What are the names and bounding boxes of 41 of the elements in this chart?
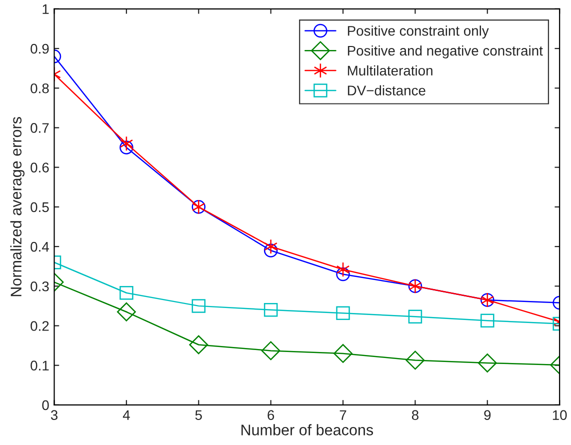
point: [116, 302, 136, 322]
y-axis-title: Normalized average errors: [10, 117, 25, 296]
y-tick-label: 0: [42, 400, 49, 410]
x-tick-label: 7: [340, 410, 346, 420]
point: [336, 267, 350, 282]
y-tick-label: 0.3: [30, 281, 49, 292]
point: [264, 238, 278, 254]
x-tick-label: 3: [50, 410, 58, 420]
x-tick-label: 6: [268, 410, 274, 420]
legend-label: Positive constraint only: [348, 26, 489, 39]
point: [261, 341, 280, 360]
point: [189, 335, 208, 354]
y-tick-label: 0.4: [30, 242, 49, 252]
point: [408, 310, 422, 324]
y-tick-label: 0.2: [30, 321, 49, 331]
point: [264, 244, 278, 258]
legend-label: Positive and negative constraint: [348, 45, 543, 58]
y-tick-label: 0.8: [30, 83, 49, 94]
legend-label: Multilateration: [348, 65, 432, 76]
point: [192, 299, 206, 313]
y-tick-label: 0.5: [30, 202, 49, 212]
y-tick-label: 0.6: [30, 162, 49, 172]
legend-label: DV−distance: [348, 85, 426, 96]
x-tick-label: 5: [195, 410, 202, 420]
y-tick-label: 0.9: [30, 44, 49, 54]
point: [120, 140, 134, 154]
point: [334, 344, 352, 363]
point: [264, 303, 278, 317]
x-axis-title: Number of beacons: [242, 424, 374, 436]
point: [480, 314, 494, 328]
point: [120, 286, 134, 300]
x-tick-label: 8: [412, 410, 418, 420]
x-tick-label: 9: [484, 410, 491, 420]
point: [336, 306, 350, 320]
y-tick-label: 0.7: [30, 123, 49, 133]
x-tick-label: 4: [122, 410, 130, 420]
x-tick-label: 10: [552, 410, 567, 420]
point: [478, 354, 497, 372]
y-tick-label: 0.1: [30, 360, 49, 371]
point: [406, 350, 425, 370]
y-tick-label: 1: [42, 4, 49, 14]
